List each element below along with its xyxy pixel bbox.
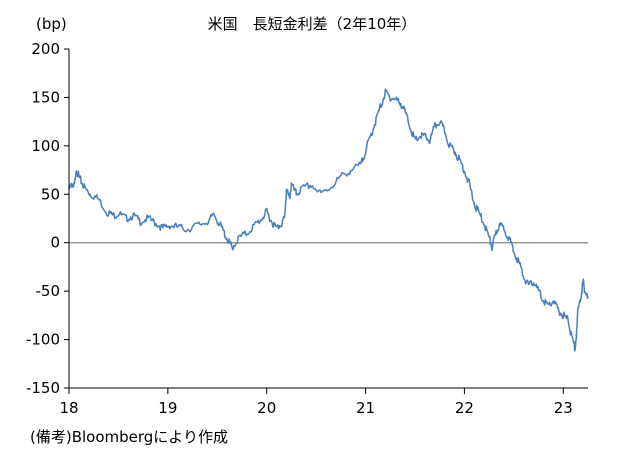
y-tick-label: 50 xyxy=(41,185,60,203)
y-tick-label: -50 xyxy=(36,282,61,300)
x-tick-label: 21 xyxy=(356,399,375,417)
x-tick-label: 23 xyxy=(554,399,573,417)
y-tick-label: 0 xyxy=(50,234,60,252)
y-tick-label: -100 xyxy=(26,331,60,349)
source-note: (備考)Bloombergにより作成 xyxy=(30,428,228,446)
x-tick-label: 18 xyxy=(59,399,78,417)
series-line xyxy=(68,88,589,352)
y-tick-label: 150 xyxy=(31,88,60,106)
chart-title: 米国 長短金利差（2年10年） xyxy=(208,15,417,33)
x-tick-label: 19 xyxy=(158,399,177,417)
y-axis: 200 150 100 50 0 -50 -100 -150 xyxy=(26,40,69,397)
y-tick-label: 200 xyxy=(31,40,60,58)
y-axis-unit: (bp) xyxy=(36,15,67,33)
y-tick-label: 100 xyxy=(31,137,60,155)
x-tick-label: 22 xyxy=(455,399,474,417)
y-tick-label: -150 xyxy=(26,379,60,397)
x-tick-label: 20 xyxy=(257,399,276,417)
x-axis: 18 19 20 21 22 23 xyxy=(59,388,573,417)
